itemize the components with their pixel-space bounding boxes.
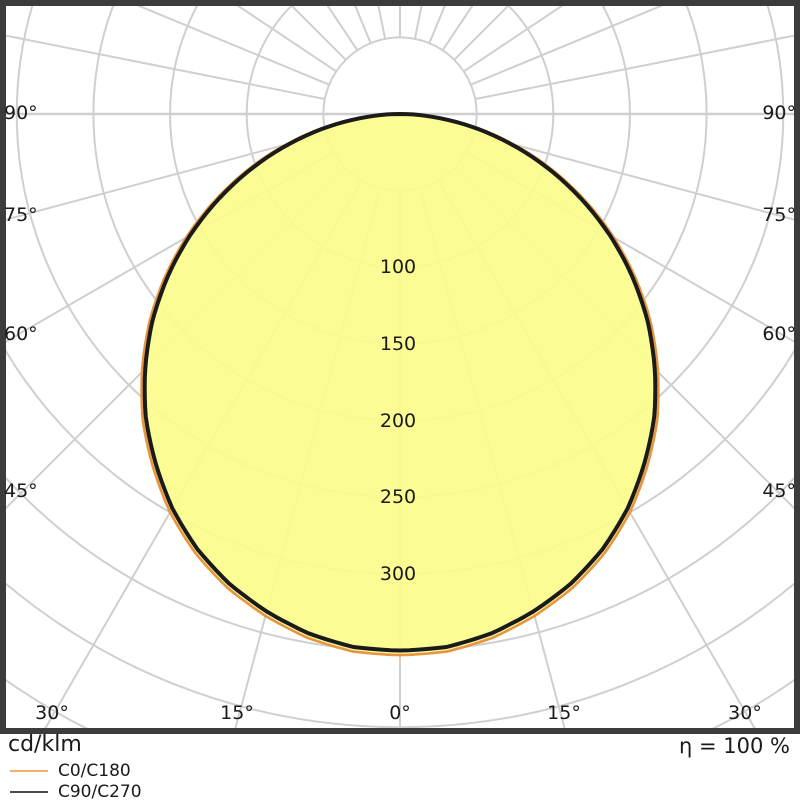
legend: C0/C180 C90/C270 xyxy=(10,760,142,800)
legend-line-c90-c270-icon xyxy=(10,790,48,793)
legend-line-c0-c180-icon xyxy=(10,769,48,772)
plot-frame xyxy=(0,0,800,734)
angle-tick-left-90°: 90° xyxy=(4,102,38,124)
angle-tick-bottom-3: 15° xyxy=(547,702,581,724)
angle-tick-right-75°: 75° xyxy=(762,204,796,226)
radial-tick-200: 200 xyxy=(379,409,417,432)
legend-item-c90-c270: C90/C270 xyxy=(10,781,142,800)
legend-item-c0-c180: C0/C180 xyxy=(10,760,142,781)
angle-tick-bottom-2: 0° xyxy=(389,702,411,724)
curve-c90-c270 xyxy=(142,112,658,653)
radial-tick-150: 150 xyxy=(379,332,417,355)
angle-tick-right-45°: 45° xyxy=(762,480,796,502)
radial-tick-100: 100 xyxy=(379,256,417,279)
unit-label: cd/klm xyxy=(8,732,82,757)
legend-label: C0/C180 xyxy=(58,760,131,781)
angle-tick-bottom-1: 15° xyxy=(220,702,254,724)
efficiency-label: η = 100 % xyxy=(679,734,790,758)
angle-tick-bottom-0: 30° xyxy=(35,702,69,724)
radial-tick-250: 250 xyxy=(379,486,417,509)
angle-tick-right-60°: 60° xyxy=(762,323,796,345)
legend-label: C90/C270 xyxy=(58,781,142,800)
radial-tick-300: 300 xyxy=(379,562,417,585)
polar-chart-canvas xyxy=(0,0,800,734)
polar-chart: 90° 90° 75° 75° 60° 60° 45° 45° 30° 15° 0° 15° 30° 10… xyxy=(0,0,800,734)
angle-tick-right-90°: 90° xyxy=(762,102,796,124)
angle-tick-left-45°: 45° xyxy=(4,480,38,502)
angle-tick-left-75°: 75° xyxy=(4,204,38,226)
angle-tick-bottom-4: 30° xyxy=(728,702,762,724)
caption-bar: cd/klm η = 100 % C0/C180 C90/C270 xyxy=(0,732,800,800)
angle-tick-left-60°: 60° xyxy=(4,323,38,345)
